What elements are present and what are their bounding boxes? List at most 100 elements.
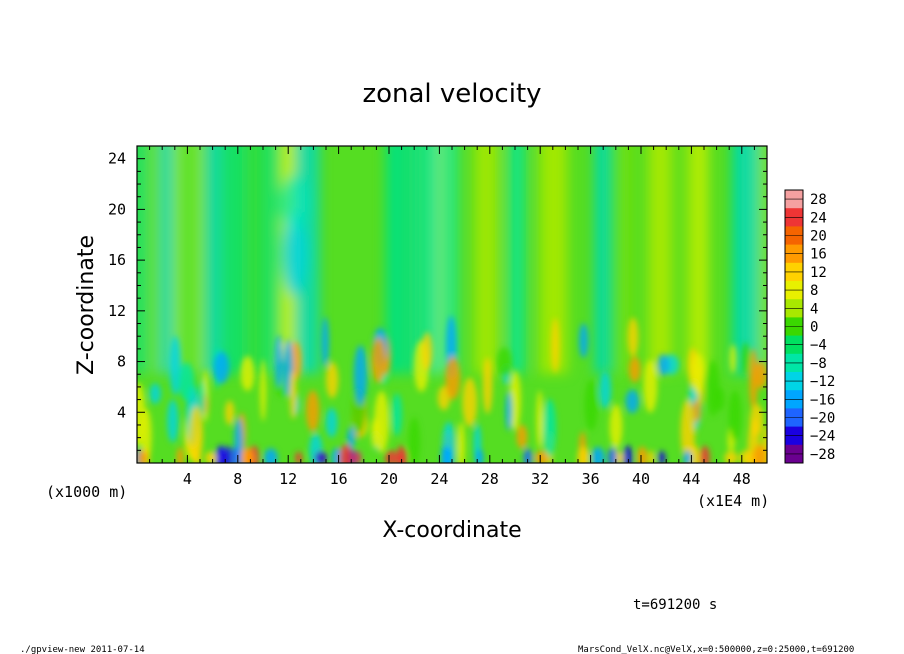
field-blob [543, 398, 557, 458]
x-axis: 4 8 12 16 20 24 28 32 36 40 44 48 [149, 146, 755, 488]
field-blob [625, 389, 640, 414]
y-tick-label: 8 [117, 353, 126, 371]
x-axis-label: X-coordinate [382, 518, 521, 543]
x-tick-label: 24 [430, 470, 448, 488]
x-tick-label: 12 [279, 470, 297, 488]
x-tick-label: 32 [531, 470, 549, 488]
field-blob [643, 359, 658, 413]
field-blob [371, 337, 386, 383]
field-stripe [440, 146, 459, 374]
x-tick-label: 20 [380, 470, 398, 488]
colorbar-label: −16 [810, 392, 835, 408]
field-stripe [137, 146, 150, 374]
field-blob [658, 450, 666, 463]
field-blob [169, 335, 181, 396]
colorbar: 28 24 20 16 12 8 4 0 −4 −8 −12 −16 −20 −24 −28 [784, 189, 835, 464]
colorbar-label: −24 [810, 429, 835, 445]
x-tick-label: 44 [682, 470, 700, 488]
field-blob [213, 351, 230, 384]
field-blob [216, 445, 227, 463]
colorbar-label: 4 [810, 301, 818, 317]
field-blob [189, 405, 203, 463]
field-blob [505, 391, 513, 431]
field-stripe [247, 146, 265, 374]
field-blob [314, 451, 328, 463]
field-blob [692, 399, 701, 423]
field-blob [516, 424, 528, 449]
field-blob [729, 344, 737, 374]
field-blob [259, 358, 267, 422]
x-unit-label: (x1000 m) [46, 483, 127, 501]
field-stripe [385, 146, 409, 374]
field-blob [577, 446, 590, 463]
field-blob [445, 356, 461, 400]
field-blob [551, 317, 560, 374]
field-blob [607, 447, 617, 463]
field-blob [627, 317, 639, 357]
field-blob [683, 450, 692, 463]
field-blob [739, 450, 754, 463]
field-blob [623, 445, 633, 463]
colorbar-label: 12 [810, 265, 827, 281]
field-blob [193, 450, 201, 463]
field-blob [408, 417, 421, 463]
colorbar-label: −12 [810, 374, 835, 390]
footer-left: ./gpview-new 2011-07-14 [20, 645, 145, 654]
field-blob [205, 451, 217, 463]
y-axis-label: Z-coordinate [74, 235, 99, 375]
field-stripe [647, 146, 674, 374]
field-blob [509, 370, 521, 431]
chart-title: zonal velocity [362, 79, 541, 109]
field-blob [475, 448, 484, 463]
field-blob [657, 354, 670, 377]
field-blob [289, 371, 297, 420]
field-blob [691, 353, 705, 394]
x-scale-label: (x1E4 m) [697, 492, 769, 510]
field-blob [578, 323, 589, 358]
field-stripe [222, 146, 247, 374]
field-blob [391, 393, 403, 437]
field-blob [353, 345, 368, 406]
field-blob [462, 377, 478, 427]
field-blob [724, 451, 738, 463]
field-blob [137, 449, 148, 463]
field-stripe [184, 146, 193, 374]
colorbar-label: 0 [810, 320, 818, 336]
field-blob [384, 450, 398, 463]
field-blob [599, 371, 612, 409]
field-stripe [264, 146, 281, 374]
field-blob [306, 390, 320, 432]
time-label: t=691200 s [633, 597, 717, 613]
x-tick-label: 4 [183, 470, 192, 488]
y-tick-label: 12 [108, 302, 126, 320]
field-blob [754, 361, 767, 389]
field-blob [637, 446, 648, 463]
field-blob [198, 379, 206, 418]
field-blob [421, 332, 433, 371]
field-stripe [474, 146, 490, 374]
field-blob [523, 448, 532, 463]
field-blob [752, 444, 767, 463]
y-tick-label: 16 [108, 251, 126, 269]
field-blob [749, 348, 758, 411]
field-blob [178, 362, 195, 401]
field-blob [591, 446, 605, 463]
field-blob [728, 390, 742, 442]
field-blob [242, 449, 255, 463]
field-blob [442, 446, 453, 463]
field-stripe [616, 146, 632, 374]
colorbar-label: −20 [810, 411, 835, 427]
colorbar-label: 16 [810, 247, 827, 263]
colorbar-label: −8 [810, 356, 827, 372]
colorbar-label: −4 [810, 338, 827, 354]
field-blob [714, 387, 725, 411]
field-blob [584, 379, 598, 431]
field-blob [326, 361, 339, 399]
field-blob [274, 335, 283, 388]
y-tick-label: 24 [108, 150, 126, 168]
field-blob [609, 404, 623, 449]
field-blob [496, 347, 512, 378]
field-stripe [694, 146, 709, 374]
x-tick-label: 48 [733, 470, 751, 488]
field-blob [353, 451, 362, 463]
